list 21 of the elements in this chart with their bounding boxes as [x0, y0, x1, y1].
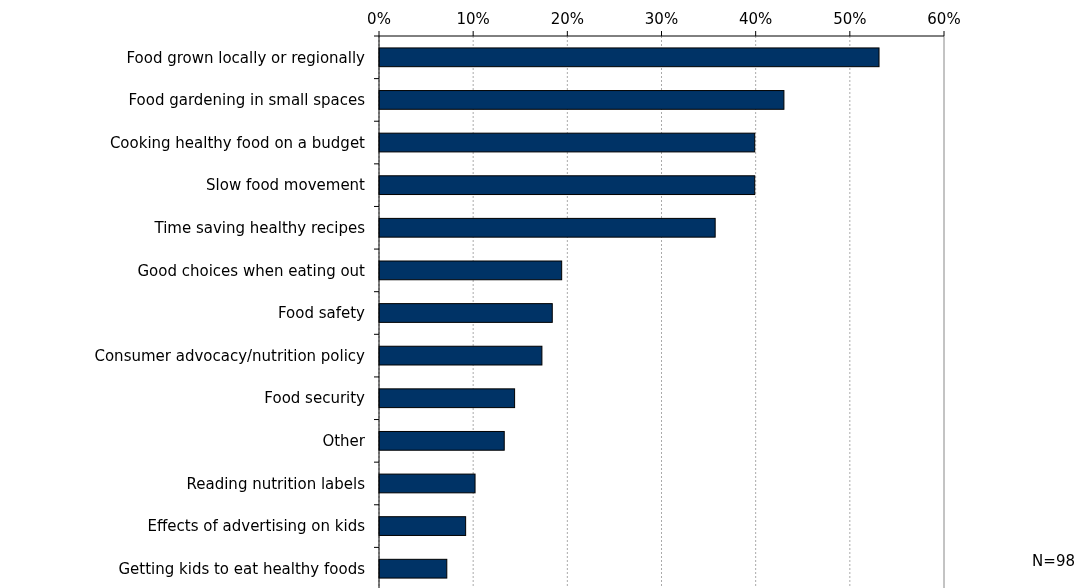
x-tick-label: 50% [833, 10, 867, 28]
y-tick-label: Reading nutrition labels [186, 474, 366, 493]
y-tick-label: Getting kids to eat healthy foods [118, 559, 366, 578]
x-tick-label: 40% [738, 10, 773, 28]
y-tick-label: Cooking healthy food on a budget [109, 133, 366, 152]
y-tick-label: Other [322, 432, 366, 451]
x-tick-label: 0% [367, 10, 391, 28]
y-tick-label: Time saving healthy recipes [153, 219, 366, 238]
x-tick-label: 30% [644, 10, 679, 28]
x-tick-label: 20% [550, 10, 585, 28]
y-tick-label: Food gardening in small spaces [128, 91, 366, 110]
y-tick-label: Slow food movement [206, 176, 366, 195]
x-tick-label: 10% [456, 10, 490, 28]
y-tick-label: Food grown locally or regionally [126, 48, 366, 67]
y-tick-label: Food security [264, 389, 366, 408]
x-tick-label: 60% [927, 10, 961, 28]
y-tick-label: Effects of advertising on kids [147, 517, 366, 536]
y-tick-label: Food safety [277, 304, 366, 323]
text: N=98 [1032, 552, 1075, 570]
y-tick-label: Good choices when eating out [137, 261, 366, 280]
y-tick-label: Consumer advocacy/nutrition policy [94, 346, 366, 365]
